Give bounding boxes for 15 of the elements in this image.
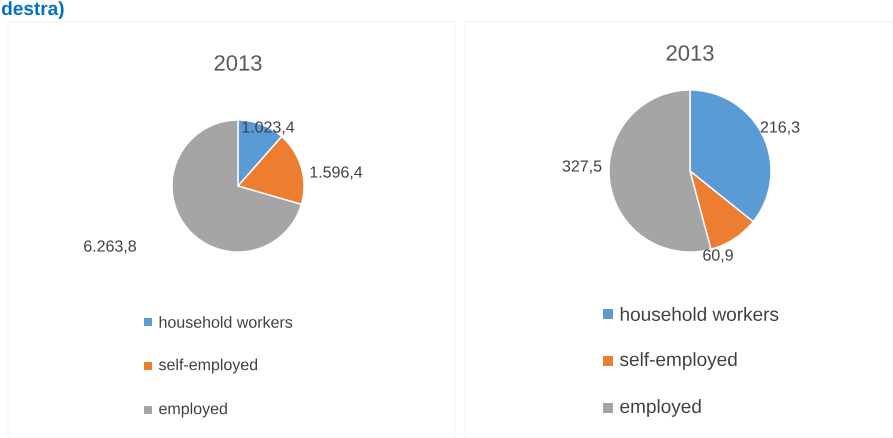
data-label: 6.263,8: [84, 240, 136, 254]
legend-label: household workers: [620, 307, 778, 321]
chart-title: 2013: [666, 45, 714, 61]
chart-title: 2013: [214, 55, 262, 71]
text: destra): [2, 1, 64, 19]
legend-label: employed: [620, 399, 701, 417]
legend-label: self-employed: [620, 352, 737, 370]
data-label: 216,3: [760, 121, 800, 135]
data-label: 1.596,4: [310, 166, 362, 180]
data-label: 327,5: [562, 160, 602, 174]
data-label: 60,9: [703, 249, 733, 263]
legend-label: self-employed: [158, 358, 258, 374]
legend-label: employed: [159, 402, 227, 418]
legend-label: household workers: [160, 316, 292, 328]
data-label: 1.023,4: [242, 121, 294, 135]
